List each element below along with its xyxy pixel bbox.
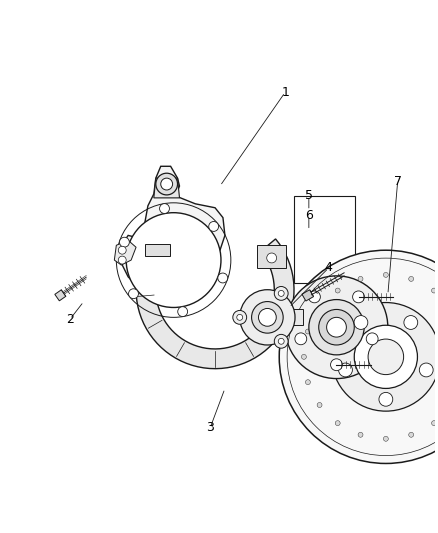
Text: 3: 3 [206, 422, 214, 434]
Circle shape [309, 300, 364, 355]
Circle shape [379, 392, 393, 406]
Circle shape [308, 291, 320, 303]
Circle shape [332, 303, 438, 411]
Circle shape [368, 339, 404, 375]
Circle shape [274, 334, 288, 348]
Circle shape [159, 204, 170, 214]
Circle shape [431, 421, 437, 426]
Text: 1: 1 [281, 86, 289, 99]
Circle shape [278, 338, 284, 344]
Circle shape [285, 276, 388, 378]
Polygon shape [121, 166, 225, 306]
Circle shape [218, 273, 228, 283]
Circle shape [156, 173, 177, 195]
Polygon shape [136, 239, 294, 369]
Circle shape [331, 359, 343, 370]
Polygon shape [257, 245, 286, 268]
Circle shape [354, 325, 417, 389]
Circle shape [278, 290, 284, 296]
Circle shape [118, 246, 126, 254]
Circle shape [301, 354, 306, 359]
Circle shape [317, 306, 322, 311]
Circle shape [383, 272, 389, 277]
Text: 5: 5 [305, 189, 313, 203]
Circle shape [335, 288, 340, 293]
Circle shape [279, 250, 438, 464]
Text: 2: 2 [66, 313, 74, 326]
Circle shape [295, 333, 307, 345]
Circle shape [237, 314, 243, 320]
Polygon shape [55, 290, 66, 301]
Circle shape [409, 432, 413, 437]
Polygon shape [114, 240, 136, 265]
Circle shape [251, 302, 283, 333]
Circle shape [274, 287, 288, 300]
Circle shape [305, 329, 311, 334]
Circle shape [358, 432, 363, 437]
Circle shape [353, 291, 364, 303]
Circle shape [161, 178, 173, 190]
Polygon shape [154, 178, 180, 198]
Circle shape [233, 310, 247, 324]
Polygon shape [145, 245, 170, 256]
Circle shape [178, 306, 187, 317]
Circle shape [358, 277, 363, 281]
Circle shape [120, 237, 129, 247]
Circle shape [258, 309, 276, 326]
Circle shape [267, 253, 277, 263]
Circle shape [126, 213, 221, 308]
Circle shape [419, 363, 433, 377]
Text: 4: 4 [325, 262, 332, 274]
Circle shape [409, 277, 413, 281]
Circle shape [354, 316, 368, 329]
Polygon shape [302, 290, 314, 301]
Circle shape [366, 333, 378, 345]
Circle shape [317, 402, 322, 407]
Circle shape [327, 317, 346, 337]
Circle shape [404, 316, 418, 329]
Circle shape [339, 363, 353, 377]
Circle shape [383, 437, 389, 441]
Circle shape [209, 222, 219, 231]
Circle shape [129, 289, 138, 298]
Polygon shape [283, 310, 303, 325]
Circle shape [335, 421, 340, 426]
Circle shape [118, 256, 126, 264]
Text: 7: 7 [394, 175, 402, 188]
Circle shape [305, 379, 311, 385]
Text: 6: 6 [305, 209, 313, 222]
Circle shape [431, 288, 437, 293]
Circle shape [240, 290, 295, 345]
Circle shape [319, 310, 354, 345]
